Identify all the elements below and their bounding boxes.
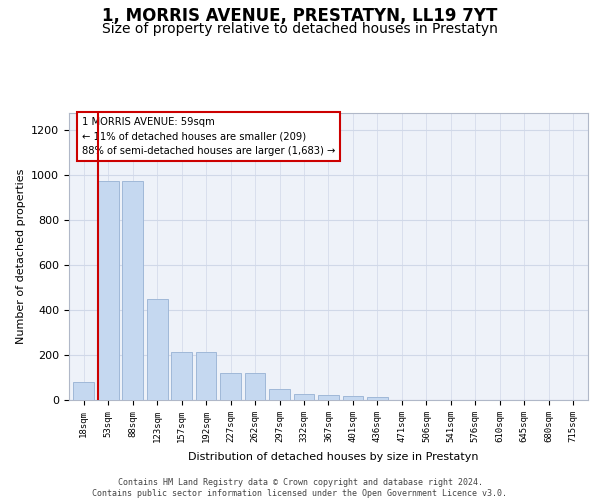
- Bar: [171, 352, 192, 400]
- Bar: [98, 181, 119, 400]
- Text: Size of property relative to detached houses in Prestatyn: Size of property relative to detached ho…: [102, 22, 498, 36]
- Bar: [73, 382, 94, 400]
- Bar: [147, 299, 167, 400]
- Bar: [343, 396, 364, 400]
- Bar: [367, 398, 388, 400]
- Text: Contains HM Land Registry data © Crown copyright and database right 2024.
Contai: Contains HM Land Registry data © Crown c…: [92, 478, 508, 498]
- Text: Distribution of detached houses by size in Prestatyn: Distribution of detached houses by size …: [188, 452, 478, 462]
- Text: 1, MORRIS AVENUE, PRESTATYN, LL19 7YT: 1, MORRIS AVENUE, PRESTATYN, LL19 7YT: [103, 8, 497, 26]
- Bar: [220, 373, 241, 400]
- Bar: [245, 373, 265, 400]
- Bar: [269, 389, 290, 400]
- Bar: [122, 181, 143, 400]
- Y-axis label: Number of detached properties: Number of detached properties: [16, 168, 26, 344]
- Bar: [196, 352, 217, 400]
- Bar: [318, 395, 339, 400]
- Text: 1 MORRIS AVENUE: 59sqm
← 11% of detached houses are smaller (209)
88% of semi-de: 1 MORRIS AVENUE: 59sqm ← 11% of detached…: [82, 117, 335, 156]
- Bar: [293, 394, 314, 400]
